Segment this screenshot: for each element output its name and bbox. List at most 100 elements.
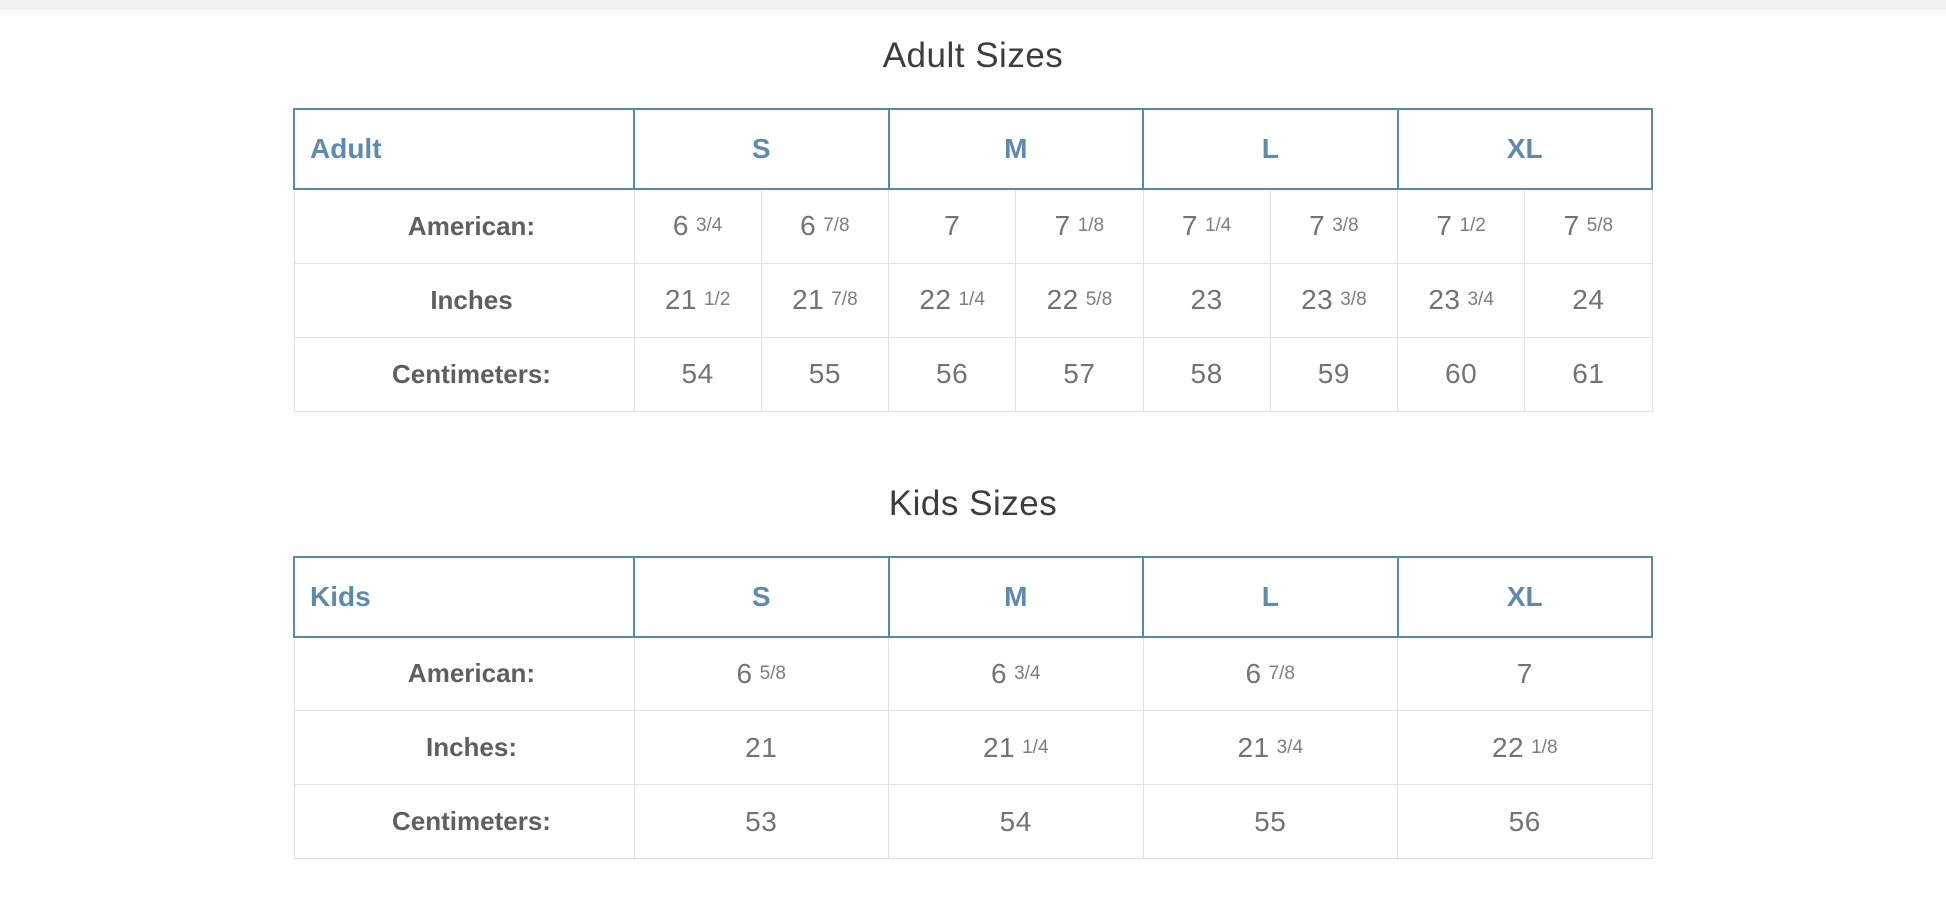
size-fraction: 7/8	[831, 289, 858, 310]
size-fraction: 3/4	[1014, 662, 1041, 684]
size-value-cell: 23 3/4	[1396, 262, 1526, 338]
adult-header-size-xl: XL	[1396, 108, 1653, 190]
page-top-band	[0, 0, 1946, 9]
size-number: 60	[1445, 358, 1478, 389]
size-fraction: 1/8	[1077, 215, 1105, 237]
size-value-cell: 7	[887, 188, 1017, 264]
size-number: 6	[672, 210, 689, 242]
size-fraction: 5/8	[1085, 289, 1113, 310]
size-value-cell: 54	[888, 784, 1144, 859]
size-number: 22	[919, 284, 952, 315]
size-number: 7	[1516, 657, 1533, 689]
size-fraction: 5/8	[759, 662, 786, 684]
size-value-cell: 6 7/8	[760, 188, 890, 264]
size-number: 53	[745, 805, 778, 837]
kids-header-row: Kids S M L XL	[293, 555, 1653, 638]
kids-american-row: American: 6 5/8 6 3/4 6 7/8 7	[293, 636, 1653, 711]
kids-sizes-title: Kids Sizes	[888, 483, 1058, 523]
size-number: 59	[1317, 358, 1350, 389]
size-value-cell: 22 1/8	[1397, 710, 1653, 785]
size-number: 21	[792, 284, 825, 315]
size-number: 21	[745, 731, 778, 763]
kids-header-size-xl: XL	[1396, 555, 1653, 638]
size-value-cell: 24	[1524, 262, 1653, 338]
adult-header-label: Adult	[293, 108, 635, 190]
size-number: 55	[808, 358, 841, 389]
size-fraction: 7/8	[1268, 662, 1295, 684]
size-number: 21	[982, 731, 1016, 763]
size-fraction: 7/8	[823, 215, 850, 237]
size-value-cell: 55	[760, 336, 890, 412]
row-label-american: American:	[293, 188, 635, 264]
size-value-cell: 22 1/4	[887, 262, 1017, 338]
adult-centimeters-row: Centimeters: 54 55 56 57 58 59 60 61	[293, 336, 1653, 412]
size-value-cell: 53	[633, 784, 889, 859]
kids-header-label: Kids	[293, 555, 635, 638]
size-number: 24	[1572, 284, 1605, 315]
size-value-cell: 22 5/8	[1015, 262, 1144, 338]
size-value-cell: 21 1/4	[888, 710, 1144, 785]
size-value-cell: 23 3/8	[1269, 262, 1399, 338]
size-number: 21	[1237, 731, 1270, 763]
size-value-cell: 61	[1524, 336, 1653, 412]
size-fraction: 3/4	[1276, 736, 1304, 758]
size-fraction: 1/2	[703, 289, 731, 310]
size-number: 22	[1046, 284, 1079, 315]
size-number: 6	[736, 657, 753, 689]
size-number: 7	[1181, 210, 1198, 242]
size-value-cell: 21	[633, 710, 889, 785]
size-number: 55	[1254, 805, 1287, 837]
size-value-cell: 23	[1142, 262, 1271, 338]
size-value-cell: 21 3/4	[1142, 710, 1398, 785]
adult-inches-row: Inches 21 1/2 21 7/8 22 1/4 22 5/8 23 23 3/8 …	[293, 262, 1653, 338]
size-value-cell: 6 5/8	[633, 636, 889, 711]
row-label-american: American:	[293, 636, 635, 711]
adult-header-size-l: L	[1142, 108, 1399, 190]
size-number: 7	[1436, 210, 1453, 242]
row-label-centimeters: Centimeters:	[293, 336, 635, 412]
size-number: 6	[1245, 657, 1262, 689]
adult-size-table: Adult S M L XL American: 6 3/4 6 7/8 7 7 1/…	[293, 108, 1653, 412]
size-value-cell: 60	[1396, 336, 1526, 412]
kids-header-size-s: S	[633, 555, 890, 638]
size-number: 23	[1190, 284, 1223, 315]
size-number: 6	[991, 657, 1008, 689]
size-value-cell: 56	[887, 336, 1017, 412]
size-fraction: 3/4	[695, 215, 723, 237]
size-value-cell: 7	[1397, 636, 1653, 711]
size-value-cell: 54	[633, 336, 762, 412]
size-number: 58	[1190, 358, 1223, 389]
size-value-cell: 6 3/4	[633, 188, 762, 264]
size-number: 23	[1428, 284, 1461, 315]
size-value-cell: 21 1/2	[633, 262, 762, 338]
size-value-cell: 57	[1015, 336, 1144, 412]
size-number: 54	[681, 358, 714, 389]
size-value-cell: 56	[1397, 784, 1653, 859]
adult-american-row: American: 6 3/4 6 7/8 7 7 1/8 7 1/4 7 3/8 7 1/…	[293, 188, 1653, 264]
size-fraction: 1/4	[1022, 736, 1049, 758]
size-value-cell: 6 7/8	[1142, 636, 1398, 711]
size-number: 21	[664, 284, 697, 315]
size-fraction: 1/4	[958, 289, 985, 310]
size-value-cell: 7 1/2	[1396, 188, 1526, 264]
size-number: 56	[936, 358, 969, 389]
size-fraction: 1/2	[1459, 215, 1486, 237]
size-fraction: 1/8	[1531, 736, 1558, 758]
kids-inches-row: Inches: 21 21 1/4 21 3/4 22 1/8	[293, 710, 1653, 785]
adult-header-size-s: S	[633, 108, 890, 190]
size-number: 61	[1572, 358, 1605, 389]
size-fraction: 3/8	[1340, 289, 1367, 310]
adult-sizes-title: Adult Sizes	[882, 36, 1064, 75]
page-content: Adult Sizes Adult S M L XL American: 6 3/…	[293, 36, 1653, 859]
size-value-cell: 55	[1142, 784, 1398, 859]
size-number: 7	[1309, 210, 1326, 242]
row-label-inches: Inches	[293, 262, 635, 338]
size-number: 57	[1063, 358, 1096, 389]
size-value-cell: 58	[1142, 336, 1271, 412]
size-number: 22	[1491, 731, 1525, 763]
size-value-cell: 21 7/8	[760, 262, 890, 338]
size-number: 56	[1508, 805, 1541, 837]
size-fraction: 5/8	[1586, 215, 1614, 237]
adult-header-size-m: M	[887, 108, 1144, 190]
size-value-cell: 59	[1269, 336, 1399, 412]
